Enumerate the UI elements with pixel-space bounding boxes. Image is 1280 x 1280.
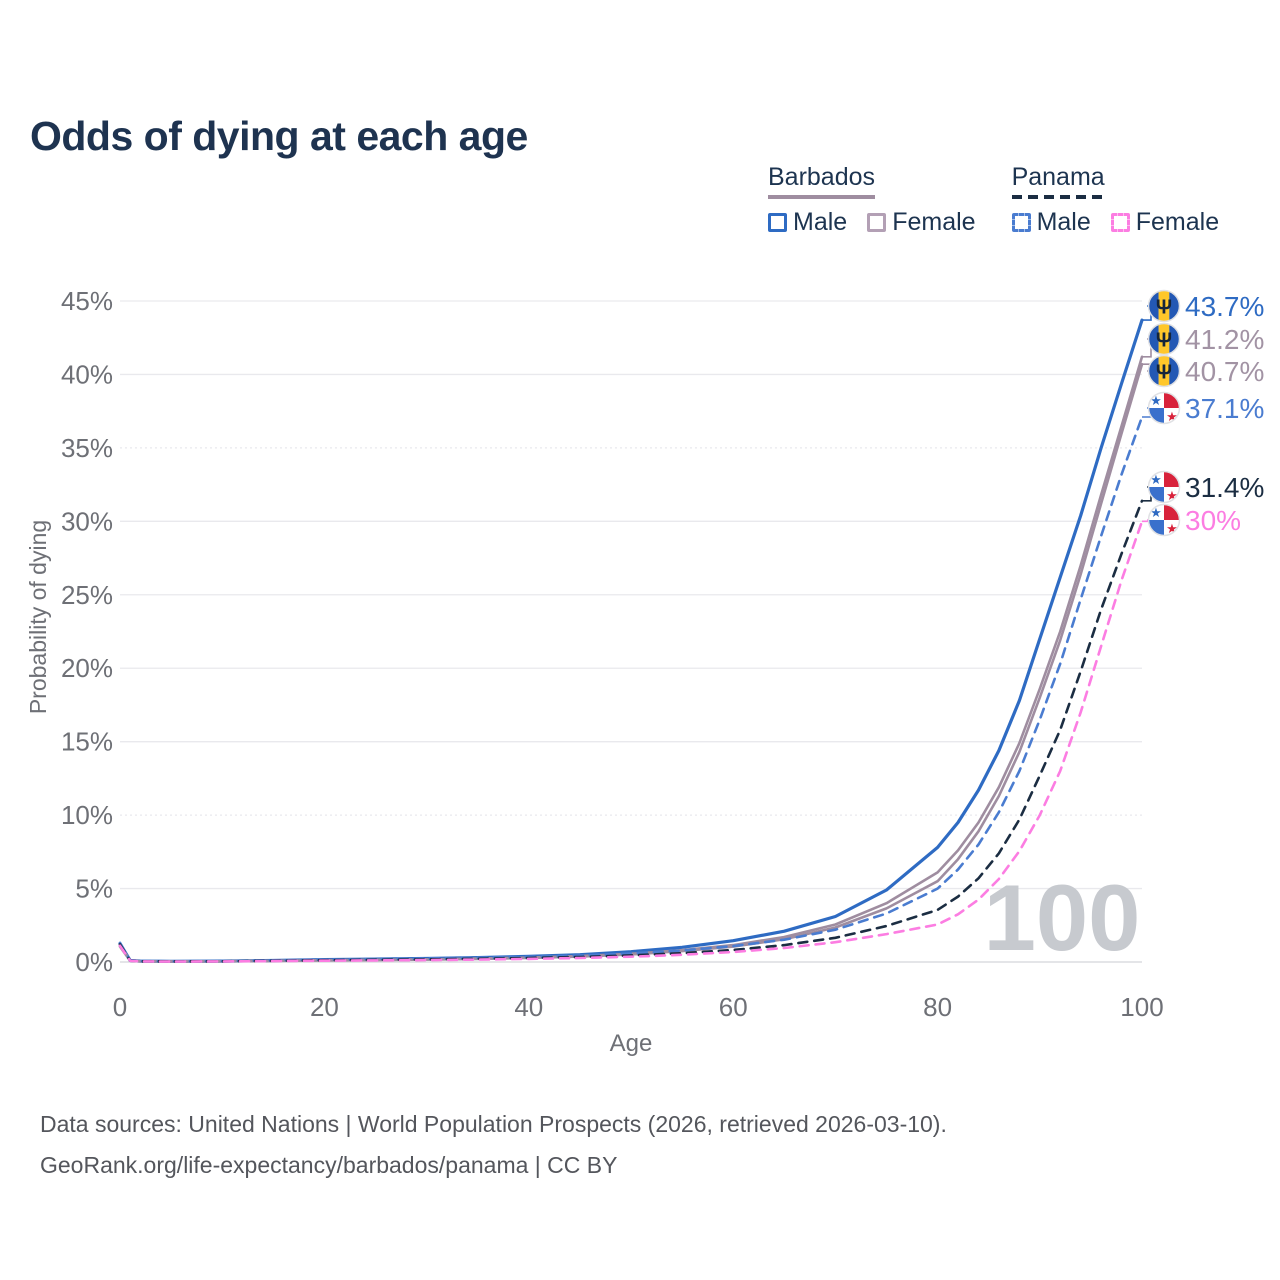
svg-text:Ψ: Ψ	[1156, 330, 1172, 352]
y-tick-label: 10%	[61, 800, 113, 830]
svg-text:★: ★	[1150, 505, 1162, 520]
barbados-female-checkbox[interactable]	[867, 213, 887, 232]
end-value-label: 31.4%	[1185, 472, 1264, 503]
x-tick-label: 20	[310, 992, 339, 1022]
x-axis-title: Age	[610, 1030, 653, 1057]
y-tick-label: 25%	[61, 580, 113, 610]
series-end-label-panama-male: ★★ 37.1%	[1147, 391, 1264, 425]
y-tick-label: 0%	[75, 947, 113, 977]
legend-item-barbados-male[interactable]: Male	[768, 208, 847, 237]
y-tick-label: 35%	[61, 433, 113, 463]
flag-panama-icon: ★★	[1147, 391, 1181, 425]
svg-text:★: ★	[1166, 488, 1178, 503]
series-end-label-barbados-male: Ψ 43.7%	[1147, 289, 1264, 323]
legend-item-label: Male	[1036, 208, 1091, 236]
legend-item-panama-female[interactable]: Female	[1110, 208, 1220, 237]
series-end-label-panama-female: ★★ 30%	[1147, 503, 1241, 537]
panama-male-checkbox[interactable]	[1011, 213, 1031, 232]
page-title: Odds of dying at each age	[30, 113, 528, 160]
y-tick-label: 40%	[61, 359, 113, 389]
legend-country-panama[interactable]: Panama	[1011, 163, 1105, 199]
legend-item-label: Male	[793, 208, 848, 236]
panama-female-checkbox[interactable]	[1110, 213, 1130, 232]
svg-text:Ψ: Ψ	[1156, 362, 1172, 384]
barbados-male-checkbox[interactable]	[768, 213, 787, 232]
flag-barbados-icon: Ψ	[1147, 289, 1181, 323]
chart-canvas[interactable]: 0% 5% 10% 15% 20% 25% 30% 35% 40% 45% 0 20 40 60 80 100…	[0, 0, 1280, 1080]
legend-item-panama-male[interactable]: Male	[1011, 208, 1091, 237]
chart-legend: Barbados Male Female Panama Male	[768, 163, 1219, 237]
age-counter-watermark: 100	[984, 865, 1141, 970]
y-axis-title: Probability of dying	[25, 520, 51, 714]
y-tick-label: 15%	[61, 727, 113, 757]
data-sources-line: Data sources: United Nations | World Pop…	[40, 1111, 947, 1137]
end-value-label: 37.1%	[1185, 393, 1264, 424]
legend-item-label: Female	[892, 208, 976, 236]
x-tick-label: 80	[923, 992, 952, 1022]
svg-text:★: ★	[1166, 409, 1178, 424]
footer: Data sources: United Nations | World Pop…	[40, 1104, 947, 1186]
end-value-label: 41.2%	[1185, 324, 1264, 355]
series-end-label-panama: ★★ 31.4%	[1147, 470, 1264, 504]
legend-country-label: Barbados	[768, 163, 876, 191]
svg-text:★: ★	[1166, 521, 1178, 536]
svg-text:Ψ: Ψ	[1156, 297, 1172, 319]
end-value-label: 43.7%	[1185, 291, 1264, 322]
legend-country-label: Panama	[1011, 163, 1105, 191]
x-tick-label: 0	[113, 992, 127, 1022]
legend-group-barbados: Barbados Male Female	[768, 163, 976, 237]
y-tick-label: 5%	[75, 874, 113, 904]
flag-barbados-icon: Ψ	[1147, 322, 1181, 356]
y-tick-label: 30%	[61, 506, 113, 536]
series-end-label-barbados-female: Ψ 40.7%	[1147, 354, 1264, 388]
panama-line-swatch	[1011, 195, 1105, 199]
y-tick-label: 20%	[61, 653, 113, 683]
series-end-label-barbados: Ψ 41.2%	[1147, 322, 1264, 356]
x-tick-label: 100	[1120, 992, 1163, 1022]
y-tick-label: 45%	[61, 286, 113, 316]
legend-item-barbados-female[interactable]: Female	[867, 208, 976, 237]
svg-text:★: ★	[1150, 393, 1162, 408]
attribution-line: GeoRank.org/life-expectancy/barbados/pan…	[40, 1152, 618, 1178]
end-value-label: 30%	[1185, 505, 1241, 536]
flag-panama-icon: ★★	[1147, 503, 1181, 537]
flag-barbados-icon: Ψ	[1147, 354, 1181, 388]
svg-text:★: ★	[1150, 472, 1162, 487]
series-line-panama-female[interactable]	[118, 520, 1144, 963]
end-value-label: 40.7%	[1185, 356, 1264, 387]
legend-item-label: Female	[1135, 208, 1220, 236]
legend-country-barbados[interactable]: Barbados	[768, 163, 876, 199]
x-tick-label: 40	[514, 992, 543, 1022]
barbados-line-swatch	[768, 195, 876, 199]
legend-group-panama: Panama Male Female	[1011, 163, 1220, 237]
flag-panama-icon: ★★	[1147, 470, 1181, 504]
x-tick-label: 60	[719, 992, 748, 1022]
